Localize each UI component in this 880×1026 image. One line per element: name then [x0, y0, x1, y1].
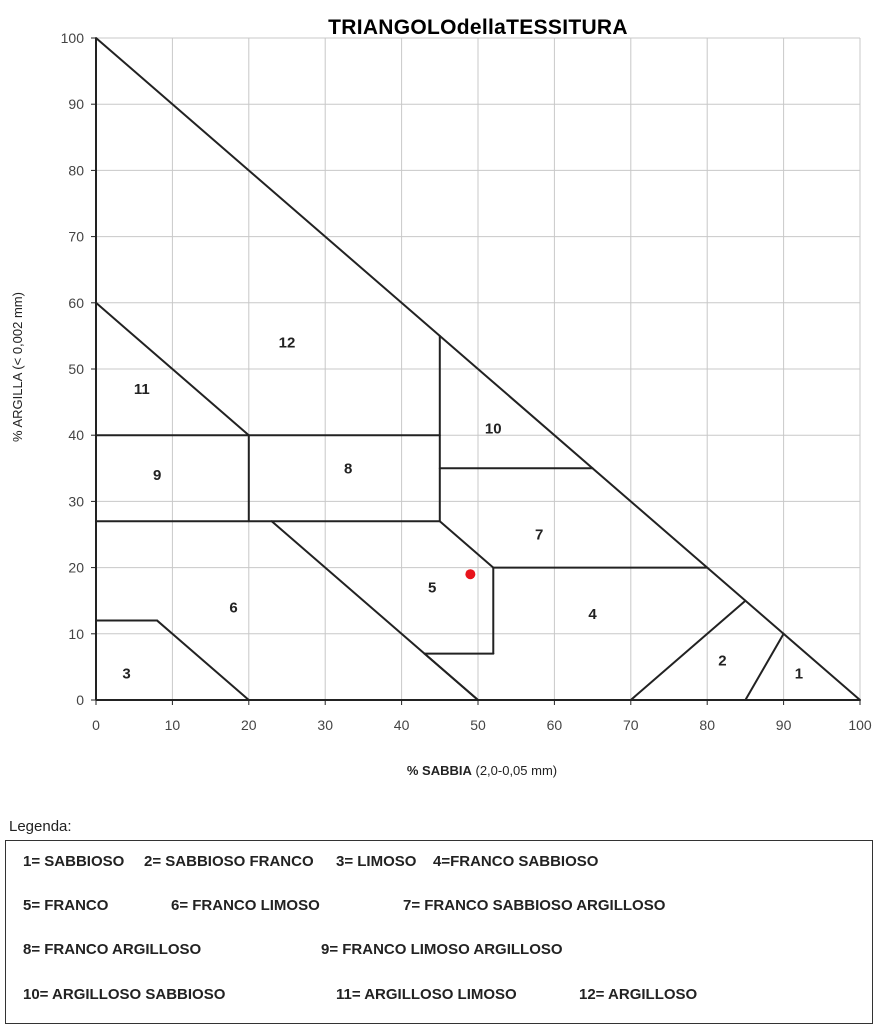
- axes: [91, 37, 861, 705]
- region-label-4: 4: [588, 606, 597, 623]
- legend-title: Legenda:: [9, 818, 72, 835]
- x-tick-label-40: 40: [394, 717, 410, 733]
- y-tick-label-90: 90: [68, 96, 84, 112]
- y-tick-label-40: 40: [68, 427, 84, 443]
- legend-item-5: 5= FRANCO: [23, 897, 109, 914]
- sample-marker-layer: [465, 569, 476, 580]
- boundary-line-15: [156, 619, 250, 701]
- x-tick-label-100: 100: [848, 717, 872, 733]
- boundary-line-16: [629, 599, 747, 701]
- legend-item-6: 6= FRANCO LIMOSO: [171, 897, 320, 914]
- x-tick-label-10: 10: [165, 717, 181, 733]
- boundary-line-17: [744, 632, 785, 701]
- legend-box: 1= SABBIOSO 2= SABBIOSO FRANCO 3= LIMOSO…: [5, 840, 873, 1024]
- y-tick-label-50: 50: [68, 361, 84, 377]
- x-axis-title: % SABBIA (2,0-0,05 mm): [407, 763, 557, 778]
- y-axis-title: % ARGILLA (< 0,002 mm): [10, 292, 25, 442]
- legend-item-8: 8= FRANCO ARGILLOSO: [23, 941, 202, 958]
- boundary-line-2: [95, 301, 250, 437]
- region-label-1: 1: [795, 666, 803, 683]
- y-tick-label-70: 70: [68, 229, 84, 245]
- x-tick-label-70: 70: [623, 717, 639, 733]
- legend-item-3: 3= LIMOSO: [336, 853, 417, 870]
- y-tick-label-20: 20: [68, 560, 84, 576]
- y-tick-label-10: 10: [68, 626, 84, 642]
- region-label-6: 6: [229, 599, 237, 616]
- legend-item-11: 11= ARGILLOSO LIMOSO: [336, 986, 517, 1003]
- sample-marker: [465, 569, 476, 580]
- y-tick-label-80: 80: [68, 162, 84, 178]
- x-tick-label-50: 50: [470, 717, 486, 733]
- x-tick-label-90: 90: [776, 717, 792, 733]
- x-tick-label-30: 30: [317, 717, 333, 733]
- legend-item-9: 9= FRANCO LIMOSO ARGILLOSO: [321, 941, 563, 958]
- legend-item-7: 7= FRANCO SABBIOSO ARGILLOSO: [403, 897, 666, 914]
- y-tick-label-0: 0: [76, 692, 84, 708]
- region-label-2: 2: [718, 652, 726, 669]
- y-tick-label-60: 60: [68, 295, 84, 311]
- legend-item-12: 12= ARGILLOSO: [579, 986, 698, 1003]
- legend-item-1: 1= SABBIOSO: [23, 853, 125, 870]
- y-tick-label-30: 30: [68, 493, 84, 509]
- texture-triangle-chart: TRIANGOLOdellaTESSITURA 0 10 20 30 40 50 60 70 8…: [10, 16, 872, 778]
- x-axis-title-prefix: %: [407, 763, 422, 778]
- x-tick-label-0: 0: [92, 717, 100, 733]
- x-axis-title-units: (2,0-0,05 mm): [472, 763, 557, 778]
- x-axis-title-main: SABBIA: [422, 763, 472, 778]
- region-label-12: 12: [279, 335, 296, 352]
- region-label-5: 5: [428, 579, 436, 596]
- region-label-7: 7: [535, 527, 543, 544]
- x-tick-label-80: 80: [699, 717, 715, 733]
- boundary-line-1: [95, 37, 861, 701]
- grid: [96, 37, 861, 700]
- legend-item-2: 2= SABBIOSO FRANCO: [144, 853, 314, 870]
- region-label-8: 8: [344, 460, 352, 477]
- boundary-line-13: [423, 652, 479, 701]
- region-label-11: 11: [134, 381, 150, 398]
- tick-labels: 0 10 20 30 40 50 60 70 80 90 100 0 10 20 30 40 50 60 70 80 9…: [61, 30, 872, 733]
- legend-item-4: 4=FRANCO SABBIOSO: [433, 853, 599, 870]
- region-label-3: 3: [122, 666, 130, 683]
- boundary-line-8: [438, 520, 495, 569]
- legend-item-10: 10= ARGILLOSO SABBIOSO: [23, 986, 226, 1003]
- region-label-9: 9: [153, 467, 161, 484]
- chart-title: TRIANGOLOdellaTESSITURA: [328, 16, 628, 39]
- x-tick-label-20: 20: [241, 717, 257, 733]
- x-tick-label-60: 60: [547, 717, 563, 733]
- y-tick-label-100: 100: [61, 30, 85, 46]
- texture-boundaries: [95, 37, 861, 701]
- region-label-10: 10: [485, 421, 502, 438]
